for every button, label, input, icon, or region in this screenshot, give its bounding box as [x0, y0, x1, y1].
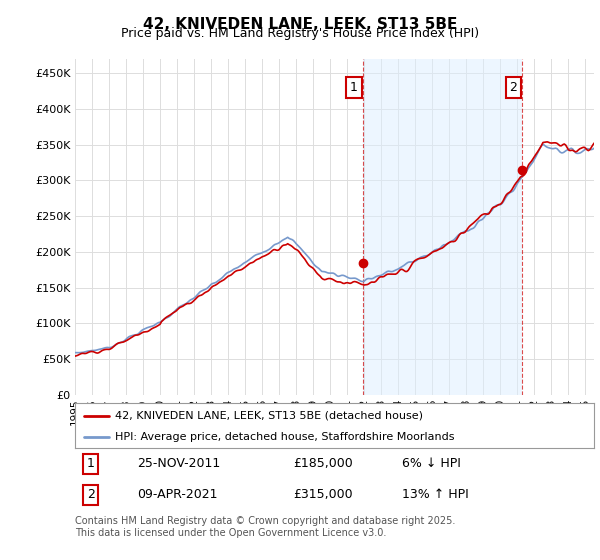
Text: 25-NOV-2011: 25-NOV-2011: [137, 457, 221, 470]
Text: 42, KNIVEDEN LANE, LEEK, ST13 5BE (detached house): 42, KNIVEDEN LANE, LEEK, ST13 5BE (detac…: [115, 410, 424, 421]
Text: £185,000: £185,000: [293, 457, 353, 470]
Text: £315,000: £315,000: [293, 488, 353, 501]
Text: 1: 1: [86, 457, 95, 470]
Text: 6% ↓ HPI: 6% ↓ HPI: [402, 457, 461, 470]
Text: 42, KNIVEDEN LANE, LEEK, ST13 5BE: 42, KNIVEDEN LANE, LEEK, ST13 5BE: [143, 17, 457, 32]
Text: 1: 1: [350, 81, 358, 94]
Text: Contains HM Land Registry data © Crown copyright and database right 2025.
This d: Contains HM Land Registry data © Crown c…: [75, 516, 455, 538]
Text: HPI: Average price, detached house, Staffordshire Moorlands: HPI: Average price, detached house, Staf…: [115, 432, 455, 442]
Text: 2: 2: [509, 81, 517, 94]
Text: 2: 2: [86, 488, 95, 501]
Text: 09-APR-2021: 09-APR-2021: [137, 488, 218, 501]
Text: 13% ↑ HPI: 13% ↑ HPI: [402, 488, 469, 501]
Text: Price paid vs. HM Land Registry's House Price Index (HPI): Price paid vs. HM Land Registry's House …: [121, 27, 479, 40]
Bar: [362, 59, 522, 395]
